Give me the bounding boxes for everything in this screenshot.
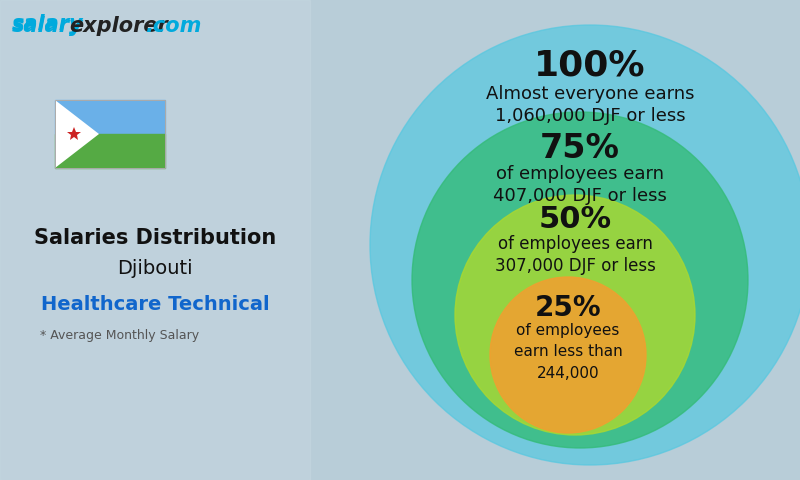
Text: .com: .com: [145, 16, 202, 36]
Text: of employees earn: of employees earn: [498, 235, 653, 253]
Circle shape: [455, 195, 695, 435]
Circle shape: [412, 112, 748, 448]
Text: of employees earn: of employees earn: [496, 166, 664, 183]
Text: earn less than: earn less than: [514, 345, 622, 360]
Text: 50%: 50%: [538, 205, 611, 235]
Text: 100%: 100%: [534, 48, 646, 82]
Text: 1,060,000 DJF or less: 1,060,000 DJF or less: [494, 107, 686, 125]
Text: * Average Monthly Salary: * Average Monthly Salary: [41, 328, 199, 341]
Text: 307,000 DJF or less: 307,000 DJF or less: [494, 257, 655, 275]
Polygon shape: [55, 100, 99, 168]
Text: 25%: 25%: [534, 294, 602, 322]
Bar: [0, 0, 310, 480]
Text: Djibouti: Djibouti: [117, 259, 193, 277]
Text: of employees: of employees: [516, 323, 620, 337]
Circle shape: [490, 277, 646, 433]
Circle shape: [370, 25, 800, 465]
Bar: [55, 100, 165, 168]
Text: 244,000: 244,000: [537, 367, 599, 382]
Text: salary: salary: [12, 16, 84, 36]
Text: salary: salary: [12, 14, 84, 34]
Text: Salaries Distribution: Salaries Distribution: [34, 228, 276, 248]
Text: 75%: 75%: [540, 132, 620, 165]
Text: 407,000 DJF or less: 407,000 DJF or less: [493, 187, 667, 205]
Text: Healthcare Technical: Healthcare Technical: [41, 296, 270, 314]
Bar: [55, 100, 165, 134]
Text: explorer: explorer: [69, 16, 168, 36]
Bar: [55, 134, 165, 168]
Text: Almost everyone earns: Almost everyone earns: [486, 84, 694, 103]
